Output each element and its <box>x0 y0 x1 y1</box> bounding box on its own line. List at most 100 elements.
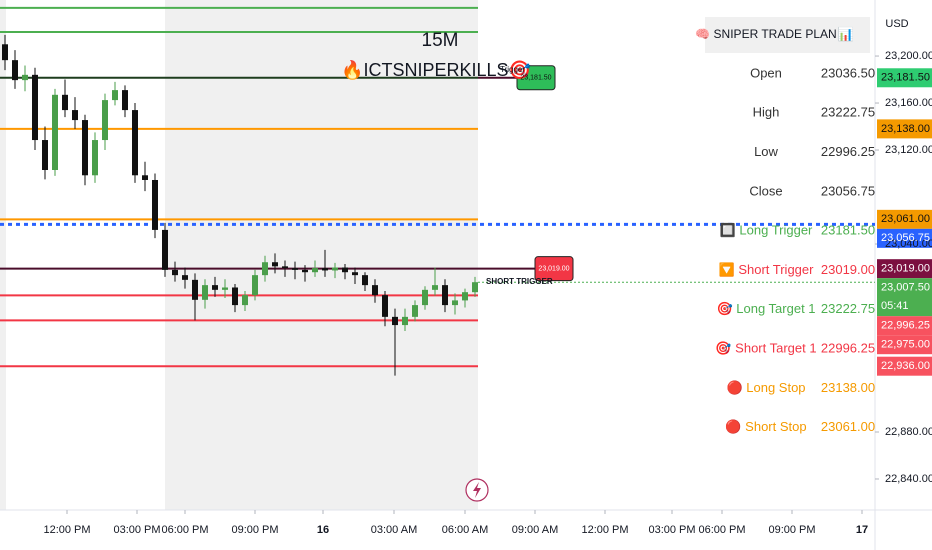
session-shade <box>0 0 6 510</box>
y-tick-label: 22,840.00 <box>885 473 932 485</box>
candle-body <box>182 275 188 280</box>
candle-body <box>52 94 58 170</box>
x-tick-label: 09:00 PM <box>231 524 278 536</box>
x-tick-label: 06:00 PM <box>698 524 745 536</box>
y-tick-label: 23,200.00 <box>885 50 932 62</box>
price-tag-label: 23,138.00 <box>881 123 930 135</box>
currency: USD <box>885 18 908 30</box>
y-tick-label: 22,880.00 <box>885 426 932 438</box>
candle-body <box>342 267 348 273</box>
panel-value: 23181.50 <box>821 223 875 238</box>
session-shade <box>165 0 478 510</box>
candle-body <box>322 268 328 271</box>
panel-label: 🔽 Short Trigger <box>719 262 815 277</box>
candle-body <box>422 289 428 306</box>
candle-body <box>252 275 258 296</box>
panel-value: 23019.00 <box>821 262 875 277</box>
countdown: 05:41 <box>881 300 909 312</box>
panel-icon: 📊 <box>838 26 854 41</box>
panel-label: 🔴 Long Stop <box>726 380 805 395</box>
panel-value: 23222.75 <box>821 301 875 316</box>
candle-body <box>432 285 438 290</box>
price-tag <box>877 209 932 229</box>
price-tag-label: 23,061.00 <box>881 213 930 225</box>
candle-body <box>312 268 318 273</box>
x-tick-label: 06:00 PM <box>161 524 208 536</box>
candle-body <box>332 267 338 271</box>
price-tag-label: 23,019.00 <box>881 263 930 275</box>
panel-label: 🔲 Long Trigger <box>720 223 813 238</box>
panel-title: 🧠 SNIPER TRADE PLAN <box>695 27 836 41</box>
candle-body <box>362 275 368 286</box>
candle-body <box>92 140 98 176</box>
price-tag <box>877 356 932 376</box>
panel-value: 23061.00 <box>821 419 875 434</box>
chart-tag <box>516 65 556 91</box>
candle-body <box>212 285 218 290</box>
y-tick-label: 23,040.00 <box>885 238 932 250</box>
panel-header <box>705 17 870 53</box>
candle-body <box>352 272 358 276</box>
candle-body <box>242 295 248 306</box>
candle-body <box>152 179 158 230</box>
candle-body <box>272 262 278 267</box>
candle-body <box>392 316 398 326</box>
price-tag <box>877 119 932 139</box>
x-tick-label: 03:00 AM <box>371 524 417 536</box>
price-tag <box>877 68 932 88</box>
candle-body <box>472 282 478 293</box>
price-tag <box>877 335 932 355</box>
candle-body <box>122 90 128 111</box>
panel-value: 23056.75 <box>821 183 875 198</box>
candle-body <box>142 175 148 180</box>
panel-label: 🎯 Short Target 1 <box>715 341 816 356</box>
candle-body <box>102 100 108 141</box>
candle-body <box>162 229 168 270</box>
candle-body <box>82 120 88 176</box>
watermark: 🔥ICTSNIPERKILLS🎯 <box>341 59 531 80</box>
candle-body <box>42 140 48 170</box>
candle-body <box>132 110 138 176</box>
candle-body <box>442 285 448 306</box>
panel-label: 🔴 Short Stop <box>725 419 806 434</box>
panel-label: High <box>753 105 780 120</box>
panel-label: 🎯 Long Target 1 <box>716 301 815 316</box>
candle-body <box>462 292 468 301</box>
chart-tag-label: 23,019.00 <box>538 266 569 273</box>
candle-body <box>262 262 268 276</box>
trigger-text: Trigger <box>500 65 525 74</box>
y-tick-label: 23,120.00 <box>885 144 932 156</box>
short-trigger-text: SHORT TRIGGER <box>486 277 553 286</box>
y-tick-label: 23,160.00 <box>885 97 932 109</box>
candle-body <box>372 285 378 296</box>
x-tick-label: 09:00 PM <box>768 524 815 536</box>
candle-body <box>282 266 288 269</box>
candle-body <box>222 287 228 290</box>
candle-body <box>202 285 208 300</box>
panel-label: Close <box>749 183 782 198</box>
candle-body <box>2 44 8 61</box>
panel-label: Open <box>750 65 782 80</box>
x-tick-label: 03:00 PM <box>113 524 160 536</box>
price-tag-label: 22,996.25 <box>881 320 930 332</box>
price-tag <box>877 259 932 279</box>
candle-body <box>452 300 458 306</box>
candle-body <box>302 269 308 273</box>
x-tick-label: 17 <box>856 524 868 536</box>
price-tag <box>877 316 932 336</box>
chart-tag-label: 23,181.50 <box>520 75 551 82</box>
candle-body <box>22 74 28 81</box>
timeframe: 15M <box>422 30 459 51</box>
chart-tag <box>534 256 574 282</box>
x-tick-label: 12:00 PM <box>581 524 628 536</box>
candle-body <box>112 90 118 101</box>
price-tag-label: 23,007.50 <box>881 282 930 294</box>
candle-body <box>382 295 388 317</box>
panel-value: 23138.00 <box>821 380 875 395</box>
panel-label: Low <box>754 144 778 159</box>
x-tick-label: 06:00 AM <box>442 524 488 536</box>
x-tick-label: 12:00 PM <box>43 524 90 536</box>
candle-body <box>62 94 68 111</box>
